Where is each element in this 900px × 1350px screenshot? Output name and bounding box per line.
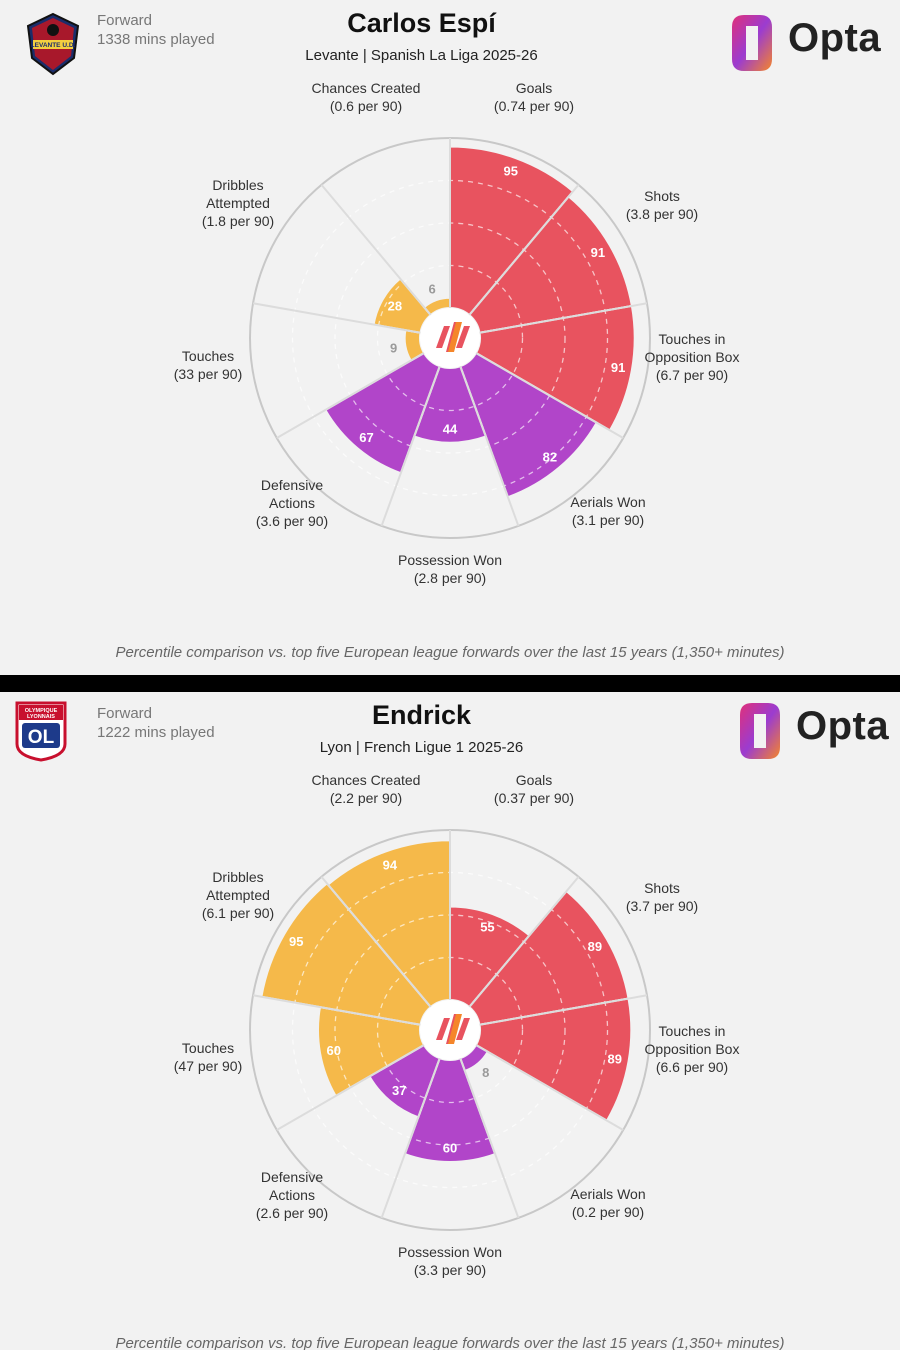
radar-value-label: 95 [503, 164, 517, 179]
footnote: Percentile comparison vs. top five Europ… [115, 644, 785, 661]
radar-spoke [380, 365, 441, 527]
player-name: Endrick [371, 700, 472, 730]
radar-value-label: 44 [443, 421, 458, 436]
radar-category-label: Goals (0.37 per 90) [494, 772, 574, 806]
opta-logo: Opta [734, 700, 894, 762]
player-panel-1: LEVANTE U.D. Forward 1338 mins played Ca… [0, 0, 900, 675]
radar-category-label: Touches in Opposition Box (6.6 per 90) [645, 1023, 740, 1075]
radar-category-label: Chances Created (2.2 per 90) [312, 772, 421, 806]
radar-spoke [459, 365, 520, 527]
player-position-info: Forward 1222 mins played [97, 704, 215, 742]
radar-value-label: 9 [390, 340, 397, 355]
opta-wordmark: Opta [796, 704, 890, 748]
radar-category-label: Touches (47 per 90) [174, 1040, 242, 1074]
center-logo-icon [436, 1014, 470, 1044]
center-logo-icon [436, 322, 470, 352]
radar-category-label: Aerials Won (3.1 per 90) [570, 494, 645, 528]
radar-category-label: Defensive Actions (2.6 per 90) [256, 1169, 328, 1221]
radar-category-label: Possession Won (2.8 per 90) [398, 552, 502, 586]
radar-spoke [468, 876, 580, 1008]
radar-value-label: 67 [359, 430, 373, 445]
player-name: Carlos Espí [347, 8, 496, 38]
radar-value-label: 91 [591, 245, 605, 260]
position-label: Forward [97, 12, 153, 29]
radar-value-label: 95 [289, 934, 303, 949]
radar-spoke [459, 1057, 520, 1219]
footnote: Percentile comparison vs. top five Europ… [115, 1335, 785, 1350]
radar-spoke [479, 302, 648, 334]
team-league: Levante | Spanish La Liga 2025-26 [305, 47, 538, 64]
radar-value-label: 91 [611, 360, 625, 375]
radar-category-label: Touches (33 per 90) [174, 348, 242, 382]
position-label: Forward [97, 705, 153, 722]
radar-spoke [276, 1044, 425, 1131]
opta-wordmark: Opta [788, 16, 882, 60]
radar-value-label: 60 [327, 1043, 341, 1058]
minutes-label: 1338 mins played [97, 31, 215, 48]
team-league: Lyon | French Ligue 1 2025-26 [319, 739, 524, 756]
radar-spoke [380, 1057, 441, 1219]
radar-spoke [475, 1044, 624, 1131]
radar-value-label: 89 [608, 1052, 622, 1067]
crest-text-bottom: LYONNAIS [27, 714, 55, 720]
radar-value-label: 94 [383, 857, 398, 872]
crest-text-top: OLYMPIQUE [25, 708, 58, 714]
radar-category-label: Dribbles Attempted (6.1 per 90) [202, 869, 274, 921]
opta-logo: Opta [726, 12, 886, 74]
radar-category-label: Chances Created (0.6 per 90) [312, 80, 421, 114]
lyon-crest: OLYMPIQUE LYONNAIS OL [15, 701, 67, 762]
opta-mark-icon [740, 703, 780, 759]
radar-spoke [276, 352, 425, 439]
radar-spoke [479, 994, 648, 1026]
radar-spoke [475, 352, 624, 439]
radar-spoke [252, 994, 421, 1026]
radar-value-label: 60 [443, 1141, 457, 1156]
radar-spoke [320, 184, 432, 316]
radar-spoke [468, 184, 580, 316]
radar-value-label: 37 [392, 1083, 406, 1098]
minutes-label: 1222 mins played [97, 724, 215, 741]
radar-category-label: Possession Won (3.3 per 90) [398, 1244, 502, 1278]
radar-value-label: 8 [482, 1065, 489, 1080]
radar-value-label: 55 [480, 920, 494, 935]
player-panel-2: OLYMPIQUE LYONNAIS OL Forward 1222 mins … [0, 692, 900, 1350]
radar-chart-1: 95 91 91 82 44 67 9 28 6 Goals (0.74 per 90) Shots(… [174, 80, 740, 586]
radar-spoke [320, 876, 432, 1008]
radar-category-label: Aerials Won (0.2 per 90) [570, 1186, 645, 1220]
opta-mark-icon [732, 15, 772, 71]
radar-category-label: Dribbles Attempted (1.8 per 90) [202, 177, 274, 229]
player-position-info: Forward 1338 mins played [97, 11, 215, 49]
crest-ol-mark: OL [28, 727, 55, 748]
levante-crest: LEVANTE U.D. [26, 12, 80, 76]
radar-value-label: 6 [429, 281, 436, 296]
radar-value-label: 89 [588, 939, 602, 954]
radar-category-label: Defensive Actions (3.6 per 90) [256, 477, 328, 529]
radar-category-label: Goals (0.74 per 90) [494, 80, 574, 114]
radar-value-label: 82 [543, 450, 557, 465]
radar-category-label: Touches in Opposition Box (6.7 per 90) [645, 331, 740, 383]
radar-value-label: 28 [388, 299, 402, 314]
radar-chart-2: 55 89 89 8 60 37 60 95 94 Goals (0.37 per 90) Shots… [174, 772, 740, 1278]
radar-category-label: Shots (3.7 per 90) [626, 880, 698, 914]
crest-text: LEVANTE U.D. [31, 42, 76, 49]
radar-spoke [252, 302, 421, 334]
radar-category-label: Shots (3.8 per 90) [626, 188, 698, 222]
